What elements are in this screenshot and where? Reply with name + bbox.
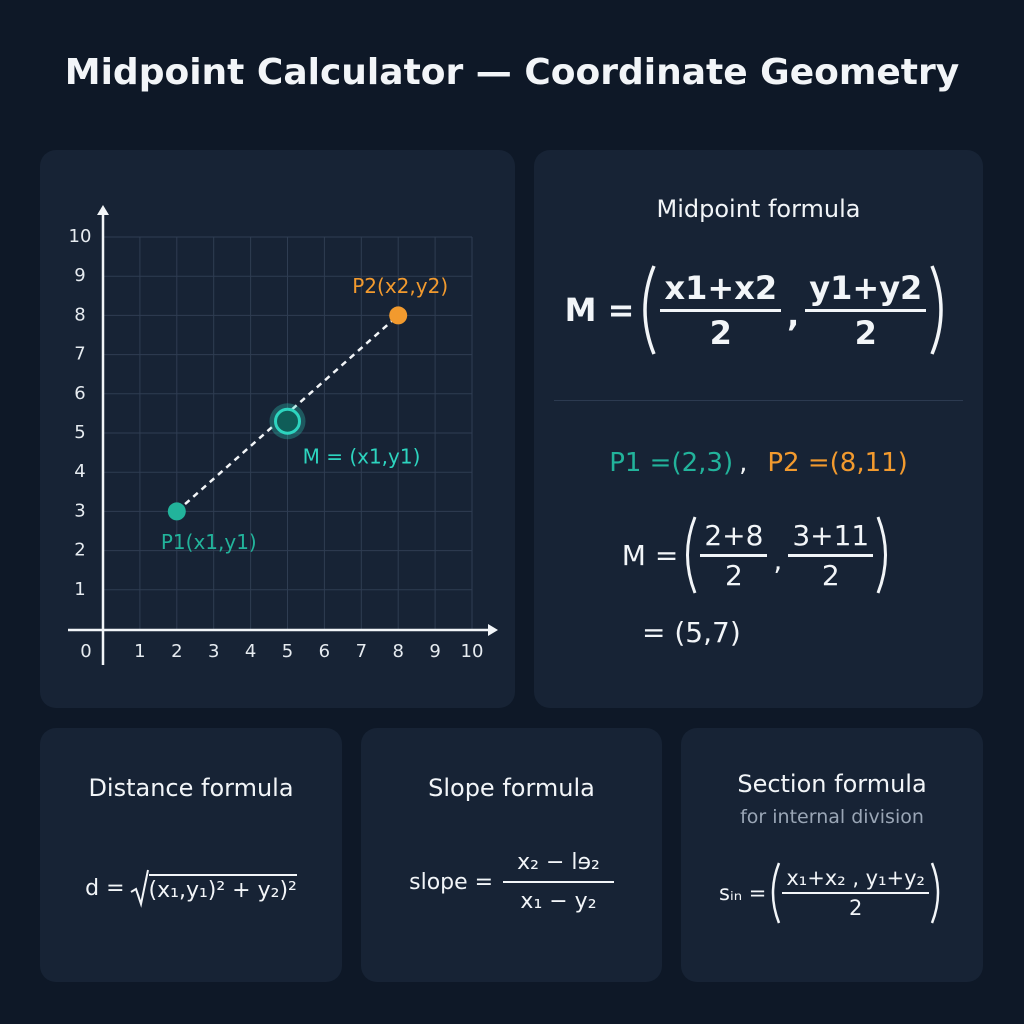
denominator: 2: [821, 558, 840, 592]
result: = (5,7): [642, 616, 741, 649]
numerator: 3+11: [788, 519, 874, 557]
heading: Section formula: [737, 770, 927, 798]
heading: Slope formula: [428, 774, 595, 802]
paren: [772, 862, 781, 924]
denominator: 2: [709, 313, 732, 352]
card: Slope formula slope = x₂ − lɘ₂ x₁ − y₂: [361, 728, 662, 982]
lhs: M =: [621, 538, 679, 572]
radicand: (x₁,y₁)² + y₂)²: [148, 873, 297, 903]
fraction: x₂ − lɘ₂ x₁ − y₂: [503, 850, 614, 914]
y-tick-label: 10: [69, 226, 92, 247]
separator: ,: [787, 296, 800, 334]
y-tick-label: 7: [74, 344, 85, 365]
y-tick-label: 9: [74, 265, 85, 286]
paren: [876, 516, 888, 594]
fraction: x₁+x₂ , y₁+y₂ 2: [782, 866, 929, 920]
y-tick-label: 6: [74, 383, 85, 404]
formula: slope = x₂ − lɘ₂ x₁ − y₂: [361, 850, 662, 914]
point-label: M = (x1,y1): [303, 445, 421, 469]
x-tick-label: 2: [171, 641, 182, 662]
midpoint-panel: Midpoint formula M = x1+x2 2 , y1+y2 2 P1 …: [534, 150, 983, 708]
fraction: 3+11 2: [788, 519, 874, 592]
separator: ,: [773, 543, 783, 577]
denominator: 2: [854, 313, 877, 352]
x-tick-label: 1: [134, 641, 145, 662]
worked: M = 2+8 2 , 3+11 2: [534, 512, 983, 598]
point-label: P1(x1,y1): [161, 530, 257, 554]
card: Distance formula d = (x₁,y₁)² + y₂)²: [40, 728, 342, 982]
x-tick-label: 6: [319, 641, 330, 662]
numerator: x1+x2: [660, 269, 782, 312]
x-tick-label: 9: [429, 641, 440, 662]
fraction: y1+y2 2: [805, 269, 927, 352]
plot: 1 2 3 4 5 6 7 8 9 10 1 2 3 4 5 6 7 8 9 10 0 P1(x1,y1) P2(x2,y2…: [68, 205, 498, 665]
fraction: x1+x2 2: [660, 269, 782, 352]
divider: [554, 400, 963, 401]
radical: [130, 869, 149, 908]
plot-panel: 1 2 3 4 5 6 7 8 9 10 1 2 3 4 5 6 7 8 9 10 0 P1(x1,y1) P2(x2,y2…: [40, 150, 515, 708]
separator: ,: [739, 448, 748, 478]
point: [389, 306, 408, 325]
lhs: M =: [564, 291, 635, 329]
paren: [686, 516, 697, 594]
fraction: 2+8 2: [700, 519, 768, 592]
heading: Midpoint formula: [656, 195, 861, 223]
y-tick-label: 5: [74, 422, 85, 443]
point: [274, 407, 301, 435]
numerator: y1+y2: [805, 269, 927, 312]
p1: P1 =(2,3): [609, 448, 734, 478]
subheading: for internal division: [740, 806, 924, 828]
x-tick-label: 7: [356, 641, 367, 662]
lhs: sᵢₙ =: [719, 881, 767, 905]
formula: sᵢₙ = x₁+x₂ , y₁+y₂ 2: [681, 858, 983, 928]
denominator: 2: [848, 896, 863, 920]
heading: Distance formula: [88, 774, 294, 802]
lhs: slope =: [409, 869, 494, 895]
x-tick-label: 8: [392, 641, 403, 662]
y-tick-label: 8: [74, 304, 85, 325]
denominator: 2: [724, 558, 743, 592]
numerator: 2+8: [700, 519, 768, 557]
formula: M = x1+x2 2 , y1+y2 2: [534, 260, 983, 360]
x-tick-label: 4: [245, 641, 256, 662]
lhs: d =: [85, 875, 125, 901]
numerator: x₁+x₂ , y₁+y₂: [782, 866, 929, 894]
card: Section formula for internal division sᵢ…: [681, 728, 983, 982]
paren: [643, 265, 657, 355]
origin-label: 0: [80, 641, 91, 662]
paren: [930, 862, 940, 924]
point-label: P2(x2,y2): [352, 274, 448, 298]
y-tick-label: 3: [74, 500, 85, 521]
page-title: Midpoint Calculator — Coordinate Geometr…: [64, 52, 960, 93]
x-tick-label: 3: [208, 641, 219, 662]
y-tick-label: 2: [74, 540, 85, 561]
point: [167, 502, 186, 521]
denominator: x₁ − y₂: [520, 889, 597, 914]
x-tick-label: 5: [282, 641, 293, 662]
y-tick-label: 4: [74, 461, 85, 482]
formula: d = (x₁,y₁)² + y₂)²: [40, 868, 342, 908]
p2: P2 =(8,11): [767, 448, 908, 478]
x-tick-label: 10: [461, 641, 484, 662]
numerator: x₂ − lɘ₂: [503, 850, 614, 883]
paren: [930, 265, 944, 355]
points-row: P1 =(2,3) , P2 =(8,11): [534, 448, 983, 478]
y-tick-label: 1: [74, 579, 85, 600]
